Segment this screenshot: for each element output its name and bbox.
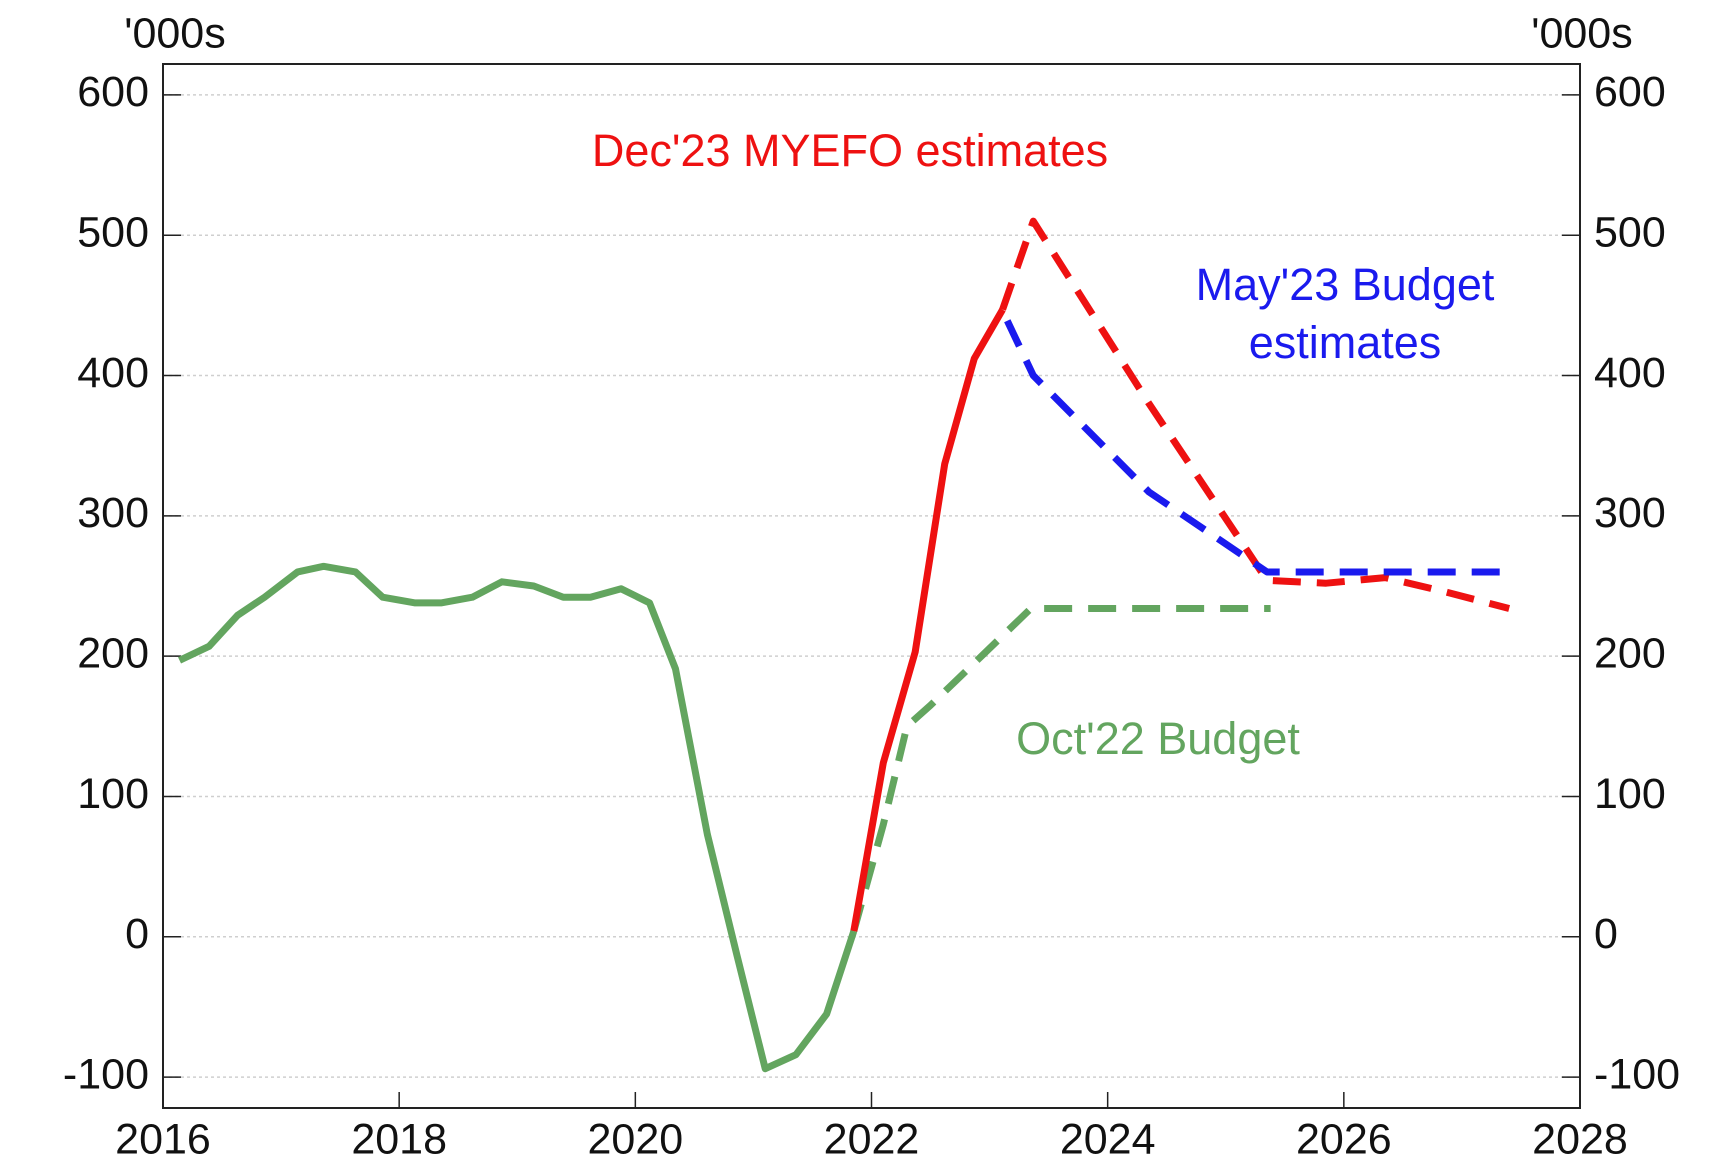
plot-frame (162, 63, 1581, 1109)
x-tick-label: 2018 (351, 1115, 447, 1163)
annotation: estimates (1249, 317, 1442, 368)
y2-tick-label: 100 (1594, 770, 1666, 818)
y2-tick-label: -100 (1594, 1050, 1680, 1098)
x-tick-label: 2026 (1296, 1115, 1392, 1163)
x-tick-label: 2022 (824, 1115, 920, 1163)
y2-tick-label: 0 (1594, 910, 1618, 958)
y2-tick-label: 200 (1594, 630, 1666, 678)
y2-tick-label: 600 (1594, 68, 1666, 116)
y2-tick-label: 400 (1594, 349, 1666, 397)
y-tick-label: 500 (77, 209, 149, 257)
y-unit-left: '000s (124, 9, 225, 57)
y-tick-label: 100 (77, 770, 149, 818)
series-line (999, 217, 1511, 612)
x-tick-label: 2016 (115, 1115, 211, 1163)
annotation: May'23 Budget (1196, 259, 1495, 310)
series-line (178, 562, 858, 1073)
annotation: Oct'22 Budget (1016, 713, 1300, 764)
y-tick-label: 600 (77, 68, 149, 116)
y-tick-label: 300 (77, 489, 149, 537)
x-tick-label: 2028 (1532, 1115, 1628, 1163)
annotation: Dec'23 MYEFO estimates (592, 125, 1108, 176)
y-tick-label: -100 (63, 1050, 149, 1098)
y-tick-label: 200 (77, 630, 149, 678)
series-line (850, 307, 1006, 932)
y-tick-label: 0 (125, 910, 149, 958)
y-unit-right: '000s (1531, 9, 1632, 57)
x-tick-label: 2020 (587, 1115, 683, 1163)
y2-tick-label: 300 (1594, 489, 1666, 537)
x-tick-label: 2024 (1060, 1115, 1156, 1163)
y2-tick-label: 500 (1594, 209, 1666, 257)
series-line (850, 604, 1271, 933)
y-tick-label: 400 (77, 349, 149, 397)
series-line (1004, 319, 1510, 576)
